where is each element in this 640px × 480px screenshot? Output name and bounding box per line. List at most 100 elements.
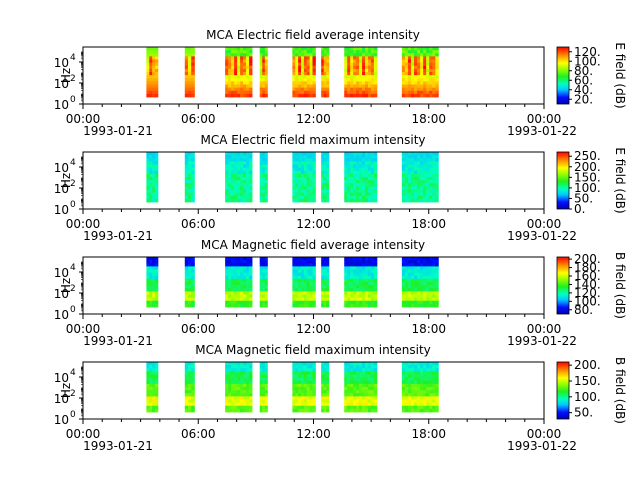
spectrogram-cell [417,278,421,283]
spectrogram-cell [155,282,159,286]
spectrogram-cell [225,297,229,302]
spectrogram-cell [367,62,372,67]
spectrogram-cell [410,371,415,375]
spectrogram-cell [359,300,363,305]
spectrogram-cell [420,87,424,92]
spectrogram-cell [240,275,244,280]
spectrogram-cell [347,78,351,82]
spectrogram-cell [249,300,253,305]
spectrogram-cell [401,380,406,385]
spectrogram-cell [228,374,232,379]
spectrogram-cell [407,93,412,98]
spectrogram-cell [401,257,406,261]
spectrogram-cell [240,81,244,85]
spectrogram-cell [243,377,247,382]
spectrogram-cell [417,183,421,187]
spectrogram-cell [298,161,302,165]
spectrogram-cell [246,297,250,302]
y-tick-exponent: 4 [70,368,76,378]
spectrogram-cell [303,396,308,400]
spectrogram-cell [259,53,263,57]
spectrogram-cell [321,62,325,67]
spectrogram-cell [237,65,241,70]
spectrogram-cell [225,257,229,261]
spectrogram-cell [292,87,296,92]
spectrogram-cell [184,173,189,178]
spectrogram-cell [149,387,153,391]
spectrogram-cell [225,405,229,410]
spectrogram-cell [356,59,360,64]
spectrogram-cell [423,93,427,98]
spectrogram-cell [414,62,418,67]
spectrogram-cell [231,278,235,283]
spectrogram-cell [312,155,316,159]
spectrogram-cell [246,288,250,292]
spectrogram-cell [347,362,351,366]
spectrogram-cell [350,275,354,280]
spectrogram-cell [426,56,430,60]
spectrogram-cell [435,260,439,264]
spectrogram-cell [350,50,354,54]
spectrogram-cell [301,368,305,372]
spectrogram-cell [155,291,159,295]
spectrogram-cell [231,399,235,404]
spectrogram-cell [432,189,436,194]
spectrogram-cell [429,257,433,261]
spectrogram-cell [429,56,433,60]
y-tick-exponent: 0 [70,200,76,210]
spectrogram-cell [155,161,159,165]
spectrogram-cell [155,198,159,203]
y-tick-exponent: 0 [70,305,76,315]
spectrogram-cell [417,192,421,197]
spectrogram-cell [259,155,263,159]
spectrogram-cell [146,387,150,391]
spectrogram-cell [306,272,311,277]
spectrogram-cell [404,405,409,410]
spectrogram-cell [292,167,296,172]
spectrogram-cell [264,393,268,397]
spectrogram-cell [237,303,241,308]
spectrogram-cell [184,266,189,270]
spectrogram-cell [432,75,436,79]
spectrogram-data [146,257,439,308]
spectrogram-cell [292,291,296,295]
spectrogram-cell [323,72,327,76]
spectrogram-cell [228,272,232,277]
spectrogram-cell [420,56,424,60]
spectrogram-cell [321,278,325,283]
spectrogram-cell [246,368,250,372]
spectrogram-cell [264,161,268,165]
spectrogram-cell [435,294,439,299]
spectrogram-cell [347,288,351,292]
spectrogram-cell [191,195,195,200]
spectrogram-cell [262,380,266,385]
spectrogram-cell [365,81,369,85]
spectrogram-cell [359,195,363,200]
spectrogram-cell [240,383,244,388]
spectrogram-cell [435,297,439,302]
spectrogram-cell [259,362,263,366]
spectrogram-cell [414,285,418,289]
spectrogram-cell [414,374,418,379]
spectrogram-cell [295,257,299,261]
spectrogram-cell [426,78,430,82]
spectrogram-cell [367,272,372,277]
spectrogram-cell [231,300,235,305]
spectrogram-cell [417,186,421,190]
spectrogram-cell [429,368,433,372]
spectrogram-cell [231,387,235,391]
spectrogram-cell [149,402,153,407]
spectrogram-cell [264,90,268,95]
spectrogram-cell [423,87,427,92]
spectrogram-cell [347,177,351,181]
spectrogram-cell [264,260,268,264]
spectrogram-cell [155,257,159,261]
spectrogram-cell [404,72,409,76]
spectrogram-cell [356,56,360,60]
spectrogram-cell [146,300,150,305]
spectrogram-cell [240,93,244,98]
spectrogram-cell [234,195,238,200]
spectrogram-cell [435,282,439,286]
spectrogram-cell [432,263,436,267]
spectrogram-cell [234,291,238,295]
